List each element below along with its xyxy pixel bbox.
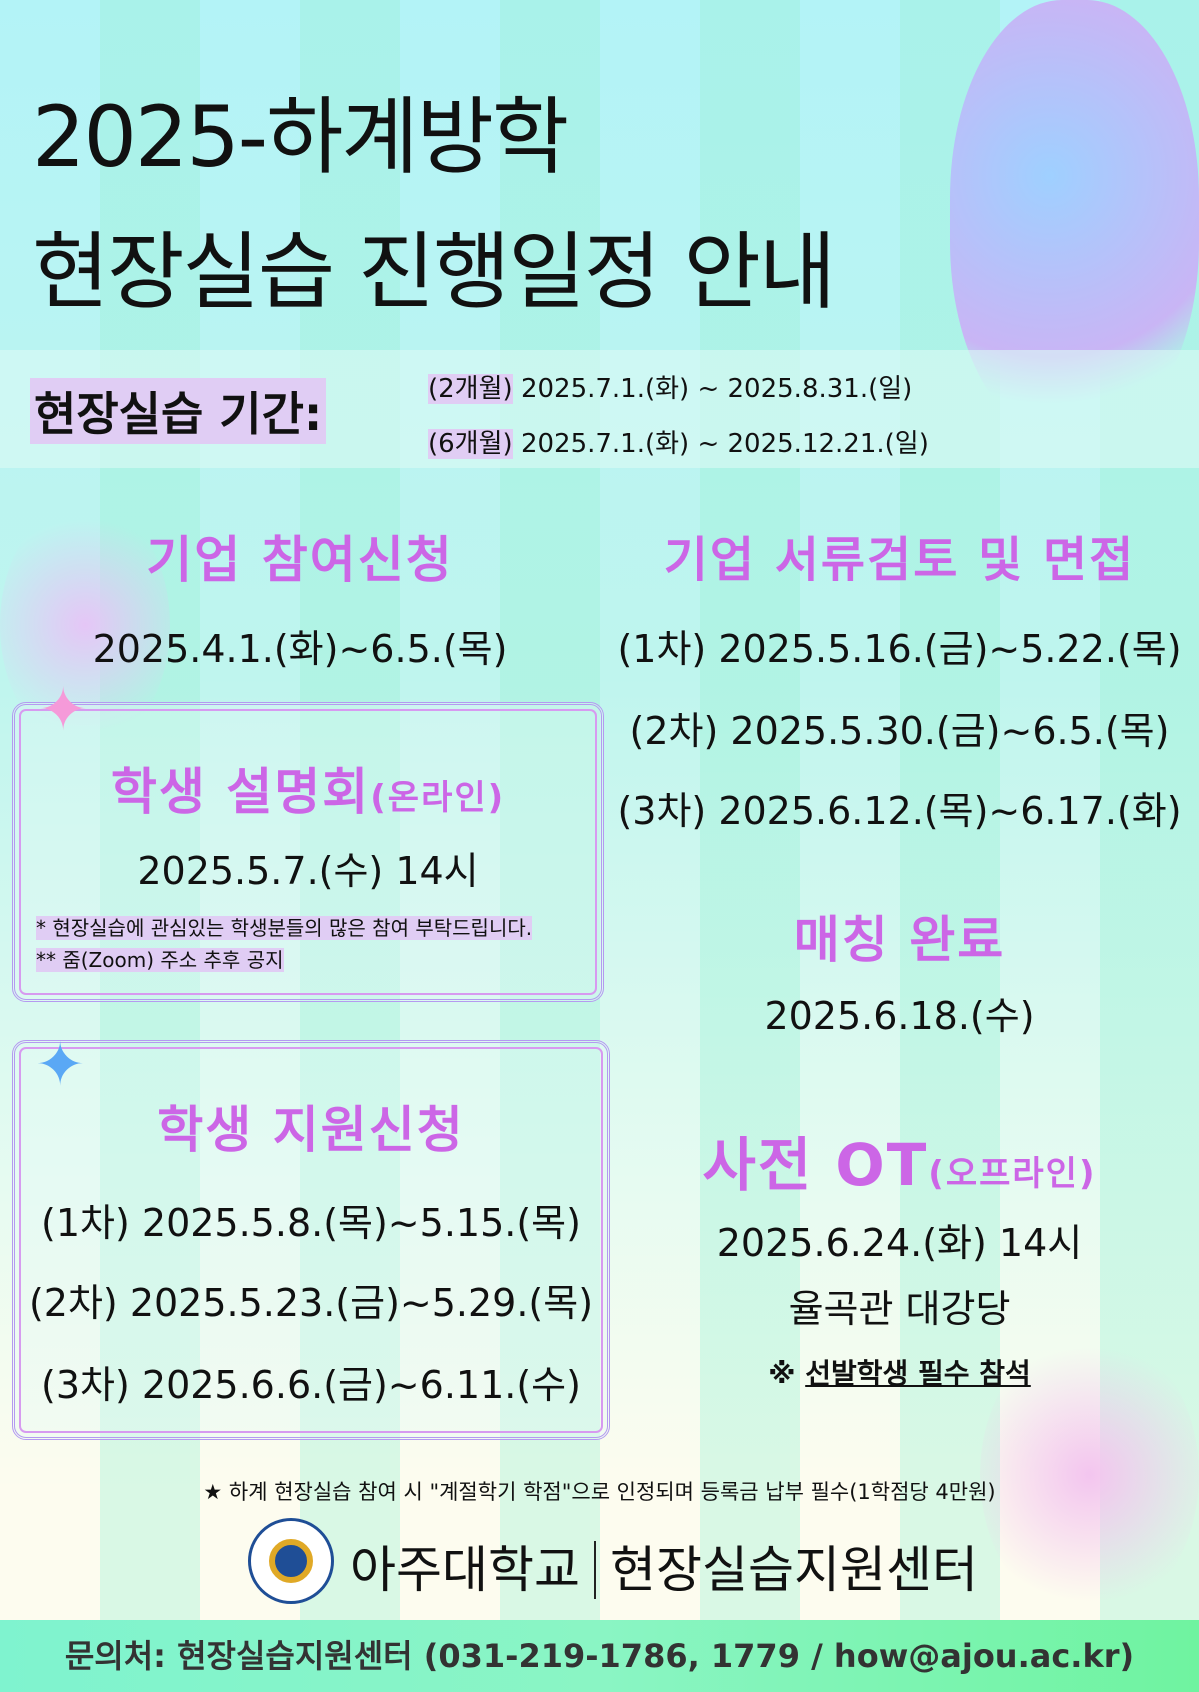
briefing-mode: (온라인) <box>370 778 506 818</box>
seal-emblem-icon <box>269 1539 313 1583</box>
review-round: (1차) 2025.5.16.(금)~5.22.(목) <box>617 627 1182 671</box>
footnote: ★ 하계 현장실습 참여 시 "계절학기 학점"으로 인정되며 등록금 납부 필… <box>203 1480 996 1504</box>
orientation-title-text: 사전 OT <box>702 1131 929 1199</box>
period-tag: (2개월) <box>428 374 513 404</box>
period-2month: (2개월) 2025.7.1.(화) ~ 2025.8.31.(일) <box>428 368 912 405</box>
student-round: (3차) 2025.6.6.(금)~6.11.(수) <box>41 1363 581 1407</box>
orientation-place: 율곡관 대강당 <box>788 1287 1011 1331</box>
period-label: 현장실습 기간: <box>30 378 327 444</box>
orientation-title: 사전 OT(오프라인) <box>600 1118 1199 1202</box>
briefing-note: * 현장실습에 관심있는 학생분들의 많은 참여 부탁드립니다. <box>36 916 533 940</box>
period-tag: (6개월) <box>428 429 513 459</box>
briefing-notes: * 현장실습에 관심있는 학생분들의 많은 참여 부탁드립니다. ** 줌(Zo… <box>36 912 533 976</box>
company-apply-date: 2025.4.1.(화)~6.5.(목) <box>92 627 508 671</box>
briefing-note: ** 줌(Zoom) 주소 추후 공지 <box>36 948 284 972</box>
note-mark: ※ <box>768 1357 796 1390</box>
period-dates: 2025.7.1.(화) ~ 2025.8.31.(일) <box>520 374 913 404</box>
student-apply-box <box>12 1040 610 1440</box>
student-round: (2차) 2025.5.23.(금)~5.29.(목) <box>28 1281 594 1325</box>
university-seal <box>248 1518 334 1604</box>
matching-date: 2025.6.18.(수) <box>764 994 1035 1038</box>
org-name: 아주대학교 현장실습지원센터 <box>350 1530 978 1602</box>
company-review-title: 기업 서류검토 및 면접 <box>663 532 1136 588</box>
sparkle-icon: ✦ <box>38 675 89 745</box>
center-name: 현장실습지원센터 <box>610 1541 978 1599</box>
university-name: 아주대학교 <box>350 1541 580 1599</box>
sparkle-icon: ✦ <box>35 1030 86 1100</box>
briefing-date: 2025.5.7.(수) 14시 <box>137 849 479 893</box>
briefing-title-text: 학생 설명회 <box>110 763 371 821</box>
period-dates: 2025.7.1.(화) ~ 2025.12.21.(일) <box>520 429 929 459</box>
review-round: (2차) 2025.5.30.(금)~6.5.(목) <box>629 709 1170 753</box>
title-line2: 현장실습 진행일정 안내 <box>32 223 836 321</box>
contact-bar: 문의처: 현장실습지원센터 (031-219-1786, 1779 / how@… <box>0 1620 1199 1692</box>
orientation-mode: (오프라인) <box>928 1154 1097 1194</box>
decor-blob <box>0 500 170 750</box>
divider <box>594 1541 596 1599</box>
title-line1: 2025-하계방학 <box>32 88 569 186</box>
decor-blob <box>980 1330 1199 1620</box>
company-apply-title: 기업 참여신청 <box>146 531 454 589</box>
student-round: (1차) 2025.5.8.(목)~5.15.(목) <box>41 1201 581 1245</box>
student-apply-title: 학생 지원신청 <box>157 1101 465 1159</box>
period-6month: (6개월) 2025.7.1.(화) ~ 2025.12.21.(일) <box>428 423 929 460</box>
note-text: 선발학생 필수 참석 <box>805 1357 1031 1390</box>
orientation-date: 2025.6.24.(화) 14시 <box>716 1221 1083 1265</box>
matching-title: 매칭 완료 <box>793 911 1006 969</box>
review-round: (3차) 2025.6.12.(목)~6.17.(화) <box>617 789 1182 833</box>
briefing-title: 학생 설명회(온라인) <box>12 752 604 824</box>
orientation-note: ※ 선발학생 필수 참석 <box>600 1352 1199 1392</box>
